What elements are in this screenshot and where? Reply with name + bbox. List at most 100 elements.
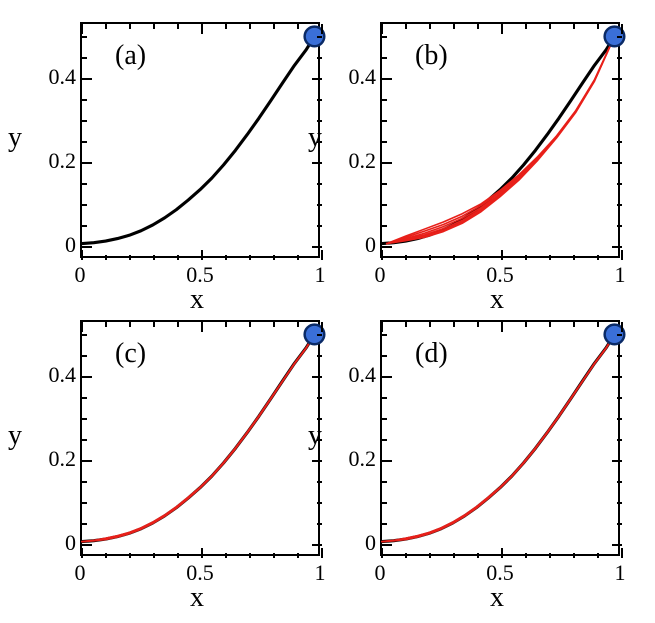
tick (153, 255, 155, 260)
tick (477, 553, 479, 558)
tick (525, 553, 527, 558)
tick (297, 24, 299, 29)
tick (617, 418, 622, 420)
tick (317, 204, 322, 206)
tick (297, 553, 299, 558)
tick (453, 322, 455, 327)
tick (82, 246, 92, 248)
tick (453, 24, 455, 29)
y-tick-label: 0 (332, 530, 376, 556)
tick (382, 418, 387, 420)
tick (617, 57, 622, 59)
tick (129, 255, 131, 260)
y-tick-label: 0.4 (32, 362, 76, 388)
tick (621, 250, 623, 260)
tick (382, 397, 387, 399)
tick (82, 204, 87, 206)
tick (525, 24, 527, 29)
tick (201, 250, 203, 260)
x-axis-label: x (490, 582, 504, 614)
tick (129, 24, 131, 29)
tick (82, 36, 87, 38)
tick (153, 24, 155, 29)
tick (597, 553, 599, 558)
tick (153, 322, 155, 327)
tick (82, 544, 92, 546)
tick (477, 322, 479, 327)
tick (549, 255, 551, 260)
y-tick-label: 0.4 (332, 64, 376, 90)
y-axis-label: y (8, 122, 22, 154)
x-tick-label: 1 (600, 262, 640, 288)
tick (617, 183, 622, 185)
tick (82, 141, 87, 143)
tick (549, 553, 551, 558)
tick (382, 460, 392, 462)
tick (617, 502, 622, 504)
tick (612, 376, 622, 378)
tick (612, 246, 622, 248)
tick (573, 24, 575, 29)
tick (82, 502, 87, 504)
tick (382, 334, 387, 336)
tick (249, 553, 251, 558)
tick (621, 322, 623, 332)
tick (249, 255, 251, 260)
tick (273, 322, 275, 327)
y-tick-label: 0.2 (32, 446, 76, 472)
panel-label-c: (c) (115, 338, 146, 370)
tick (177, 553, 179, 558)
tick (617, 204, 622, 206)
tick (597, 24, 599, 29)
tick (453, 255, 455, 260)
tick (225, 24, 227, 29)
tick (549, 322, 551, 327)
tick (81, 548, 83, 558)
tick (82, 99, 87, 101)
tick (617, 355, 622, 357)
tick (82, 481, 87, 483)
tick (382, 376, 392, 378)
tick (317, 502, 322, 504)
tick (312, 162, 322, 164)
tick (129, 322, 131, 327)
tick (177, 255, 179, 260)
tick (317, 36, 322, 38)
tick (382, 246, 392, 248)
tick (612, 162, 622, 164)
tick (82, 334, 87, 336)
panel-label-d: (d) (415, 338, 448, 370)
tick (321, 548, 323, 558)
y-tick-label: 0.2 (332, 446, 376, 472)
tick (382, 36, 387, 38)
tick (381, 24, 383, 34)
tick (573, 322, 575, 327)
tick (382, 204, 387, 206)
tick (201, 548, 203, 558)
tick (82, 355, 87, 357)
tick (201, 322, 203, 332)
tick (321, 24, 323, 34)
x-axis-label: x (190, 284, 204, 316)
tick (82, 78, 92, 80)
tick (382, 183, 387, 185)
tick (317, 57, 322, 59)
tick (105, 553, 107, 558)
tick (597, 322, 599, 327)
tick (429, 322, 431, 327)
y-tick-label: 0.4 (332, 362, 376, 388)
tick (477, 24, 479, 29)
tick (317, 523, 322, 525)
tick (405, 322, 407, 327)
tick (317, 481, 322, 483)
tick (382, 141, 387, 143)
tick (617, 141, 622, 143)
tick (297, 255, 299, 260)
y-tick-label: 0 (332, 232, 376, 258)
tick (381, 322, 383, 332)
tick (382, 57, 387, 59)
tick (317, 225, 322, 227)
y-tick-label: 0.2 (332, 148, 376, 174)
tick (225, 255, 227, 260)
tick (82, 57, 87, 59)
